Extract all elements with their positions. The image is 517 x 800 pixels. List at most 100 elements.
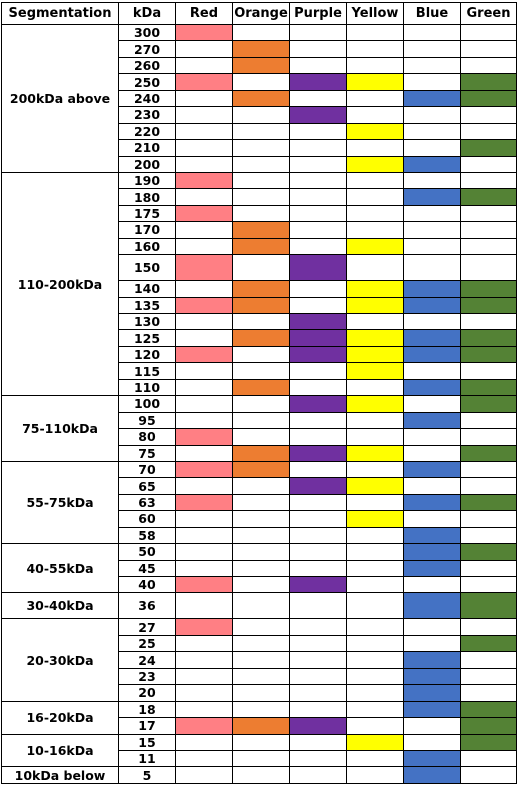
color-cell-yellow — [346, 766, 404, 784]
segment-label: 10-16kDa — [1, 733, 119, 768]
table-row: 115 — [2, 362, 517, 380]
color-cell-yellow — [346, 493, 404, 512]
table-row: 150 — [2, 254, 517, 282]
table-row: 40 — [2, 575, 517, 594]
color-cell-orange — [232, 749, 290, 768]
segment-label: 10kDa below — [1, 766, 119, 784]
kda-value: 115 — [118, 362, 176, 380]
color-cell-red — [175, 592, 233, 620]
color-cell-yellow — [346, 122, 404, 141]
color-cell-green — [460, 667, 517, 686]
color-cell-orange — [232, 510, 290, 528]
color-cell-blue — [403, 312, 461, 331]
color-cell-green — [460, 296, 517, 315]
color-cell-yellow — [346, 40, 404, 58]
color-cell-blue — [403, 575, 461, 594]
color-cell-orange — [232, 634, 290, 653]
color-cell-orange — [232, 543, 290, 561]
table-row: 63 — [2, 493, 517, 512]
color-cell-orange — [232, 444, 290, 462]
table-row: 40-55kDa 50 — [1, 543, 517, 594]
kda-value: 140 — [118, 280, 176, 298]
color-cell-yellow — [346, 329, 404, 347]
table-row: 180 — [2, 188, 517, 206]
color-cell-red — [175, 749, 233, 768]
color-cell-red — [175, 510, 233, 528]
color-cell-red — [175, 106, 233, 124]
color-cell-red — [175, 73, 233, 91]
color-cell-red — [175, 171, 233, 190]
color-cell-green — [460, 312, 517, 331]
color-cell-orange — [232, 106, 290, 124]
header-purple: Purple — [289, 2, 347, 25]
color-cell-purple — [289, 733, 347, 751]
color-cell-blue — [403, 23, 461, 42]
marker-color-table: Segmentation kDa Red Orange Purple Yello… — [1, 2, 517, 784]
table-row: 24 — [2, 651, 517, 669]
color-cell-orange — [232, 766, 290, 784]
table-row: 60 — [2, 510, 517, 528]
color-cell-orange — [232, 667, 290, 686]
color-cell-orange — [232, 329, 290, 347]
color-cell-red — [175, 477, 233, 495]
kda-value: 135 — [118, 296, 176, 315]
color-cell-blue — [403, 460, 461, 479]
color-cell-green — [460, 411, 517, 430]
color-cell-red — [175, 280, 233, 298]
table-row: 75-110kDa 100 — [1, 395, 517, 462]
color-cell-blue — [403, 493, 461, 512]
color-cell-blue — [403, 296, 461, 315]
color-cell-green — [460, 634, 517, 653]
color-cell-red — [175, 345, 233, 364]
color-cell-green — [460, 766, 517, 784]
header-red: Red — [175, 2, 233, 25]
segment-label: 200kDa above — [1, 24, 119, 173]
color-cell-green — [460, 56, 517, 75]
color-cell-orange — [232, 428, 290, 446]
kda-value: 175 — [118, 204, 176, 223]
color-cell-green — [460, 618, 517, 636]
table-row: 65 — [2, 477, 517, 495]
color-cell-yellow — [346, 378, 404, 397]
color-cell-yellow — [346, 717, 404, 735]
color-cell-blue — [403, 667, 461, 686]
color-cell-yellow — [346, 280, 404, 298]
color-cell-yellow — [346, 700, 404, 719]
color-cell-red — [175, 40, 233, 58]
color-cell-blue — [403, 56, 461, 75]
header-segmentation: Segmentation — [1, 2, 119, 25]
table-row: 10kDa below 5 — [1, 766, 517, 784]
color-cell-red — [175, 575, 233, 594]
color-cell-orange — [232, 411, 290, 430]
kda-value: 270 — [118, 40, 176, 58]
color-cell-yellow — [346, 106, 404, 124]
kda-value: 40 — [118, 575, 176, 594]
header-green: Green — [460, 2, 517, 25]
color-cell-red — [175, 559, 233, 578]
table-row: 58 — [2, 526, 517, 545]
color-cell-yellow — [346, 618, 404, 636]
color-cell-orange — [232, 312, 290, 331]
color-cell-orange — [232, 280, 290, 298]
color-cell-green — [460, 254, 517, 282]
color-cell-blue — [403, 40, 461, 58]
kda-value: 75 — [118, 444, 176, 462]
color-cell-orange — [232, 717, 290, 735]
header-row: Segmentation kDa Red Orange Purple Yello… — [1, 2, 517, 25]
color-cell-green — [460, 700, 517, 719]
color-cell-blue — [403, 106, 461, 124]
color-cell-purple — [289, 395, 347, 413]
kda-value: 27 — [118, 618, 176, 636]
kda-value: 230 — [118, 106, 176, 124]
color-cell-yellow — [346, 395, 404, 413]
table-row: 200kDa above 300 — [1, 23, 517, 173]
color-cell-red — [175, 526, 233, 545]
color-cell-orange — [232, 460, 290, 479]
color-cell-green — [460, 592, 517, 620]
kda-value: 160 — [118, 237, 176, 256]
color-cell-blue — [403, 526, 461, 545]
segment-label: 30-40kDa — [1, 592, 119, 620]
color-cell-red — [175, 411, 233, 430]
kda-value: 63 — [118, 493, 176, 512]
color-cell-purple — [289, 592, 347, 620]
